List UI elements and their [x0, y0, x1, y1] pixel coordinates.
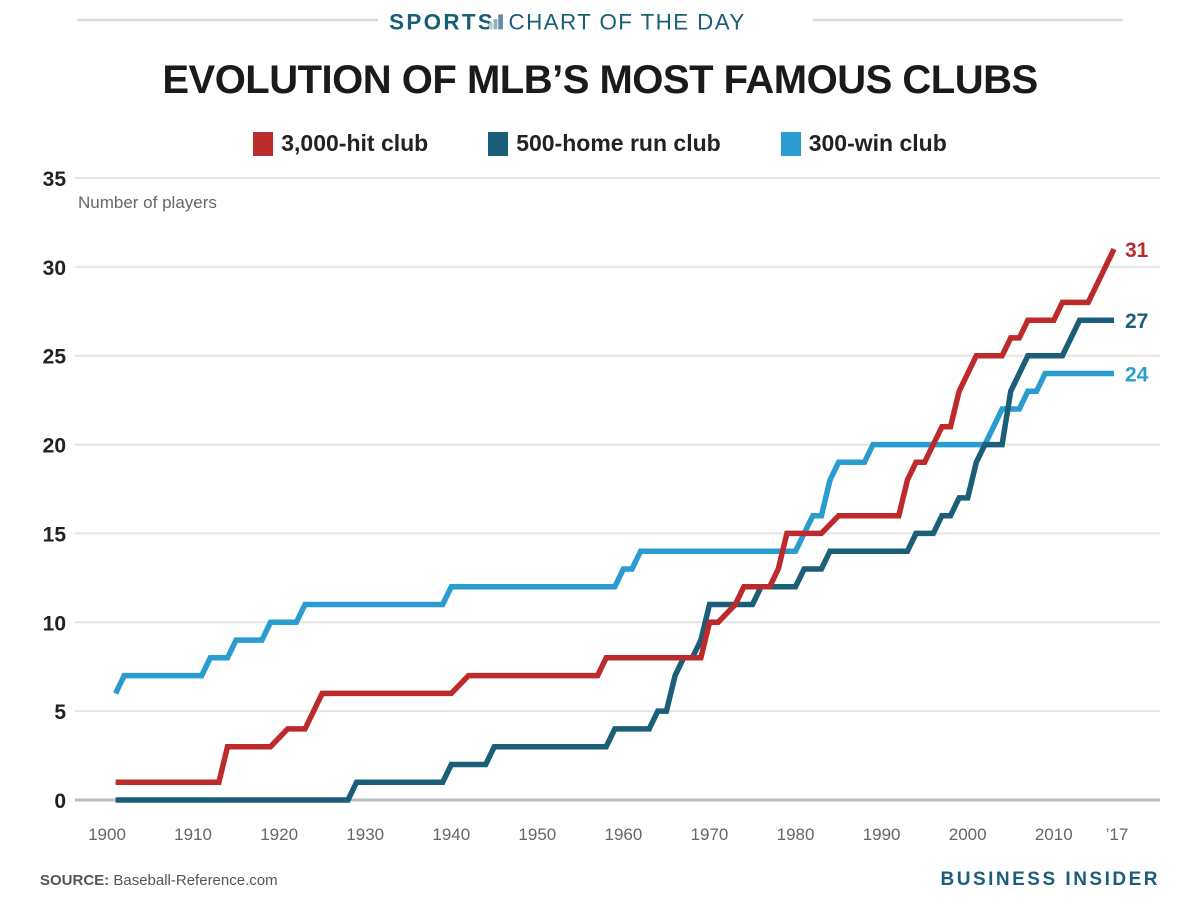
end-labels: 24 27 31: [1125, 239, 1149, 386]
kicker-chart-of-the-day: CHART OF THE DAY: [509, 9, 746, 34]
kicker-sports: SPORTS: [389, 9, 495, 34]
x-tick-label: 1920: [260, 825, 298, 844]
x-tick-label: 1900: [88, 825, 126, 844]
x-tick-label: 1940: [432, 825, 470, 844]
series-lines: [113, 247, 1117, 803]
y-tick-label: 20: [43, 435, 66, 458]
series-line-hits: [115, 247, 1117, 785]
y-tick-label: 30: [43, 257, 66, 280]
x-tick-label: 1990: [863, 825, 901, 844]
y-tick-label: 15: [43, 523, 67, 546]
x-axis-ticks: 1900 1910 1920 1930 1940 1950 1960 1970 1980 1990…: [88, 825, 1128, 844]
legend-label-hits: 3,000-hit club: [281, 130, 429, 156]
legend-item-wins: 300-win club: [780, 130, 947, 157]
legend-swatch-hr: [488, 131, 509, 156]
end-label-wins: 24: [1125, 363, 1149, 386]
bar-chart-icon: [488, 14, 503, 30]
legend-swatch-wins: [780, 131, 801, 156]
y-tick-label: 35: [43, 168, 67, 191]
source-label: SOURCE:: [40, 872, 110, 889]
y-tick-label: 25: [43, 346, 67, 369]
source-text: Baseball-Reference.com: [113, 872, 278, 889]
x-tick-label: 1950: [518, 825, 556, 844]
y-axis-ticks: 0 5 10 15 20 25 30 35: [43, 168, 67, 813]
x-tick-label: 1970: [691, 825, 729, 844]
series-line-hr: [115, 317, 1114, 803]
x-tick-label: ’17: [1106, 825, 1129, 844]
legend: 3,000-hit club 500-home run club 300-win…: [0, 130, 1200, 157]
brand-logo: BUSINESS INSIDER: [940, 869, 1160, 890]
x-tick-label: 1930: [346, 825, 384, 844]
x-tick-label: 2000: [949, 825, 987, 844]
end-label-hr: 27: [1125, 310, 1148, 333]
legend-swatch-hits: [253, 131, 274, 156]
y-tick-label: 5: [54, 701, 66, 724]
x-tick-label: 1980: [777, 825, 815, 844]
y-tick-label: 0: [54, 790, 66, 813]
source-note: SOURCE: Baseball-Reference.com: [40, 872, 278, 889]
x-tick-label: 2010: [1035, 825, 1073, 844]
legend-label-hr: 500-home run club: [516, 130, 721, 156]
gridlines: [75, 177, 1160, 802]
y-axis-label: Number of players: [78, 193, 217, 212]
y-tick-label: 10: [43, 612, 66, 635]
legend-item-hr: 500-home run club: [488, 130, 721, 157]
x-tick-label: 1910: [174, 825, 212, 844]
chart-title: EVOLUTION OF MLB’S MOST FAMOUS CLUBS: [162, 58, 1038, 102]
legend-item-hits: 3,000-hit club: [253, 130, 428, 157]
x-tick-label: 1960: [604, 825, 642, 844]
kicker-banner: SPORTS CHART OF THE DAY: [77, 9, 1123, 34]
end-label-hits: 31: [1125, 239, 1149, 262]
series-line-wins: [113, 370, 1114, 695]
legend-label-wins: 300-win club: [808, 130, 947, 156]
